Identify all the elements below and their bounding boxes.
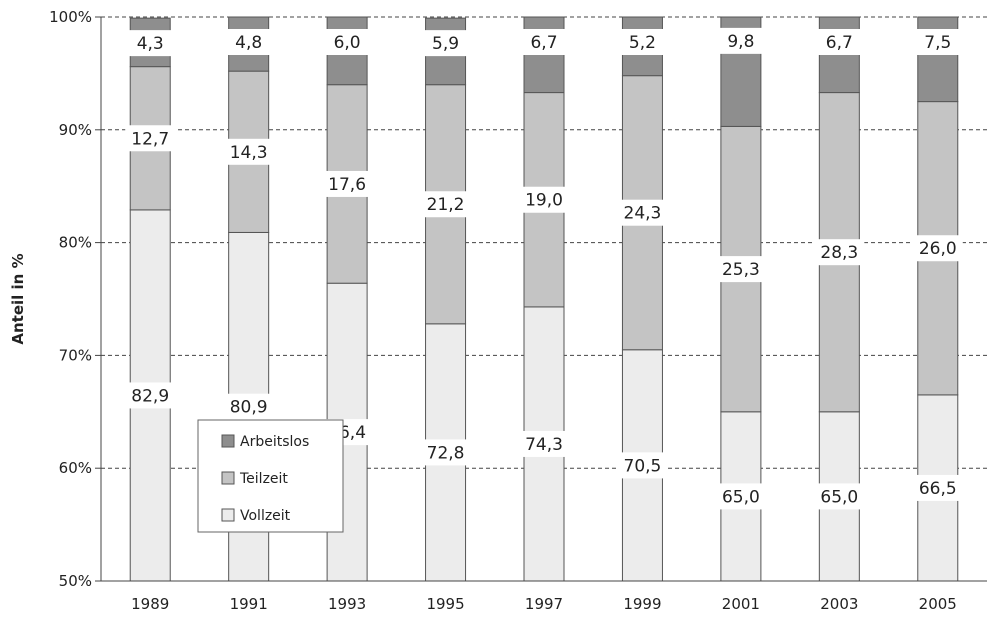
data-label-bg (814, 483, 865, 510)
legend-swatch-teilzeit (221, 471, 235, 485)
x-tick-label-1993: 1993 (328, 595, 366, 613)
data-label-bg (125, 125, 176, 152)
data-label-bg (519, 430, 569, 457)
data-label-arbeitslos-1993: 6,0 (334, 33, 361, 53)
y-tick-label: 70% (59, 346, 92, 364)
data-label-vollzeit-1991: 80,9 (230, 398, 268, 418)
data-label-vollzeit-1989: 82,9 (131, 386, 169, 406)
data-label-bg (420, 439, 471, 466)
data-label-arbeitslos-1989: 4,3 (137, 34, 164, 54)
data-label-teilzeit-1999: 24,3 (624, 204, 662, 224)
y-tick-label: 50% (59, 572, 92, 590)
x-tick-label-1989: 1989 (131, 595, 169, 613)
legend-label-arbeitslos: Arbeitslos (240, 434, 309, 450)
data-label-vollzeit-2001: 65,0 (722, 487, 760, 507)
y-tick-label: 100% (49, 8, 92, 26)
data-label-bg (617, 452, 668, 479)
data-label-bg (715, 27, 766, 54)
data-label-bg (715, 483, 766, 510)
x-tick-label-1999: 1999 (623, 595, 661, 613)
data-label-bg (420, 191, 471, 218)
legend-swatch-vollzeit (221, 508, 235, 522)
y-tick-label: 90% (59, 121, 92, 139)
data-label-arbeitslos-1991: 4,8 (235, 33, 262, 53)
data-label-arbeitslos-1997: 6,7 (530, 33, 557, 53)
data-label-bg (814, 29, 865, 55)
data-label-bg (617, 199, 668, 226)
data-labels-layer: 82,912,74,380,914,34,876,417,66,072,821,… (125, 27, 963, 510)
data-label-teilzeit-1995: 21,2 (427, 195, 465, 215)
y-tick-label: 60% (59, 459, 92, 477)
data-label-vollzeit-1999: 70,5 (624, 456, 662, 476)
data-label-teilzeit-2003: 28,3 (820, 243, 858, 263)
data-label-vollzeit-2003: 65,0 (820, 487, 858, 507)
x-tick-label-1995: 1995 (426, 595, 464, 613)
data-label-bg (519, 186, 569, 213)
data-label-arbeitslos-2001: 9,8 (727, 32, 754, 52)
data-label-bg (223, 29, 274, 55)
x-tick-label-2005: 2005 (919, 595, 957, 613)
data-label-bg (420, 30, 471, 57)
axis-layer: 50% 60% 70% 80% 90% 100% 1989 1991 1993 1995 1997 1… (49, 8, 987, 613)
x-tick-label-2003: 2003 (820, 595, 858, 613)
data-label-bg (223, 393, 274, 420)
data-label-bg (223, 138, 274, 165)
data-label-bg (912, 235, 963, 262)
data-label-bg (322, 29, 373, 55)
data-label-bg (912, 29, 963, 55)
y-axis-title: Anteil in % (9, 253, 27, 344)
data-label-bg (617, 29, 668, 55)
data-label-vollzeit-1995: 72,8 (427, 443, 465, 463)
data-label-teilzeit-1991: 14,3 (230, 143, 268, 163)
data-label-bg (519, 29, 569, 55)
data-label-bg (715, 256, 766, 283)
data-label-teilzeit-1993: 17,6 (328, 175, 366, 195)
data-label-bg (125, 382, 176, 409)
data-label-teilzeit-1997: 19,0 (525, 191, 563, 211)
data-label-arbeitslos-1999: 5,2 (629, 33, 656, 53)
data-label-bg (322, 170, 373, 197)
data-label-bg (814, 239, 865, 266)
legend-label-teilzeit: Teilzeit (239, 471, 288, 487)
x-tick-label-1997: 1997 (525, 595, 563, 613)
data-label-teilzeit-1989: 12,7 (131, 129, 169, 149)
legend-swatch-arbeitslos (221, 434, 235, 448)
x-tick-label-2001: 2001 (722, 595, 760, 613)
legend: Arbeitslos Teilzeit Vollzeit (197, 419, 344, 533)
legend-label-vollzeit: Vollzeit (240, 508, 291, 524)
data-label-vollzeit-1997: 74,3 (525, 435, 563, 455)
x-tick-label-1991: 1991 (230, 595, 268, 613)
y-tick-label: 80% (59, 234, 92, 252)
data-label-bg (125, 30, 176, 57)
data-label-teilzeit-2005: 26,0 (919, 239, 957, 259)
data-label-teilzeit-2001: 25,3 (722, 260, 760, 280)
data-label-arbeitslos-1995: 5,9 (432, 34, 459, 54)
data-label-arbeitslos-2003: 6,7 (826, 33, 853, 53)
data-label-vollzeit-2005: 66,5 (919, 479, 957, 499)
data-label-arbeitslos-2005: 7,5 (924, 33, 951, 53)
data-label-bg (912, 474, 963, 501)
